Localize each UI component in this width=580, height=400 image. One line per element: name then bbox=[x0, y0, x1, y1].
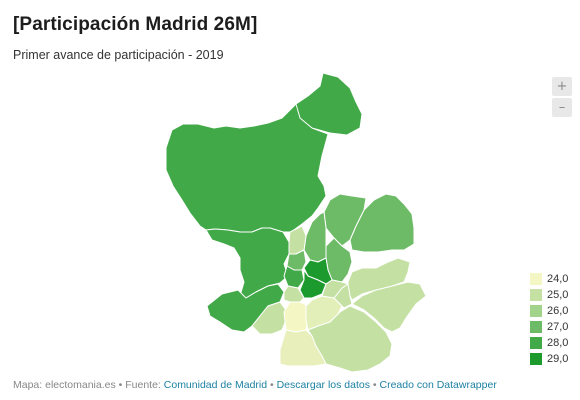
legend-label: 25,0 bbox=[547, 289, 569, 301]
district-arganzuela[interactable] bbox=[283, 285, 305, 303]
legend-item: 26,0 bbox=[530, 303, 568, 319]
zoom-controls: + – bbox=[552, 77, 572, 119]
map-footer: Mapa: electomania.es • Fuente: Comunidad… bbox=[13, 379, 497, 391]
legend-swatch bbox=[530, 305, 542, 317]
footer-separator: • bbox=[267, 379, 277, 391]
legend-label: 29,0 bbox=[547, 353, 569, 365]
legend-item: 27,0 bbox=[530, 319, 568, 335]
map-legend: 24,0 25,0 26,0 27,0 28,0 29,0 bbox=[530, 271, 568, 367]
district-east-retiro[interactable] bbox=[321, 279, 349, 299]
district-centro[interactable] bbox=[283, 265, 305, 289]
legend-swatch bbox=[530, 289, 542, 301]
source-link[interactable]: Comunidad de Madrid bbox=[163, 379, 268, 391]
legend-swatch bbox=[530, 273, 542, 285]
legend-item: 24,0 bbox=[530, 271, 568, 287]
legend-item: 25,0 bbox=[530, 287, 568, 303]
legend-swatch bbox=[530, 337, 542, 349]
plus-icon: + bbox=[556, 79, 568, 94]
legend-swatch bbox=[530, 353, 542, 365]
district-retiro[interactable] bbox=[299, 269, 327, 299]
district-barajas[interactable] bbox=[349, 193, 415, 253]
footer-credit: Mapa: electomania.es • Fuente: bbox=[13, 379, 164, 391]
map-title: [Participación Madrid 26M] bbox=[13, 14, 258, 35]
district-moncloa-aravaca[interactable] bbox=[205, 227, 290, 299]
created-with-link[interactable]: Creado con Datawrapper bbox=[379, 379, 497, 391]
download-data-link[interactable]: Descargar los datos bbox=[276, 379, 370, 391]
legend-item: 28,0 bbox=[530, 335, 568, 351]
zoom-in-button[interactable]: + bbox=[552, 77, 572, 96]
map-subtitle: Primer avance de participación - 2019 bbox=[13, 48, 224, 62]
district-usera[interactable] bbox=[283, 301, 309, 333]
footer-separator: • bbox=[369, 379, 380, 391]
legend-item: 29,0 bbox=[530, 351, 568, 367]
district-villa-de-vallecas[interactable] bbox=[307, 305, 393, 373]
district-hortaleza[interactable] bbox=[323, 193, 367, 247]
minus-icon: – bbox=[558, 100, 566, 115]
legend-label: 24,0 bbox=[547, 273, 569, 285]
zoom-out-button[interactable]: – bbox=[552, 98, 572, 117]
legend-label: 27,0 bbox=[547, 321, 569, 333]
legend-label: 28,0 bbox=[547, 337, 569, 349]
legend-swatch bbox=[530, 321, 542, 333]
district-chamartin[interactable] bbox=[303, 211, 327, 263]
legend-label: 26,0 bbox=[547, 305, 569, 317]
district-villaverde[interactable] bbox=[279, 329, 327, 367]
district-san-blas[interactable] bbox=[347, 257, 411, 301]
